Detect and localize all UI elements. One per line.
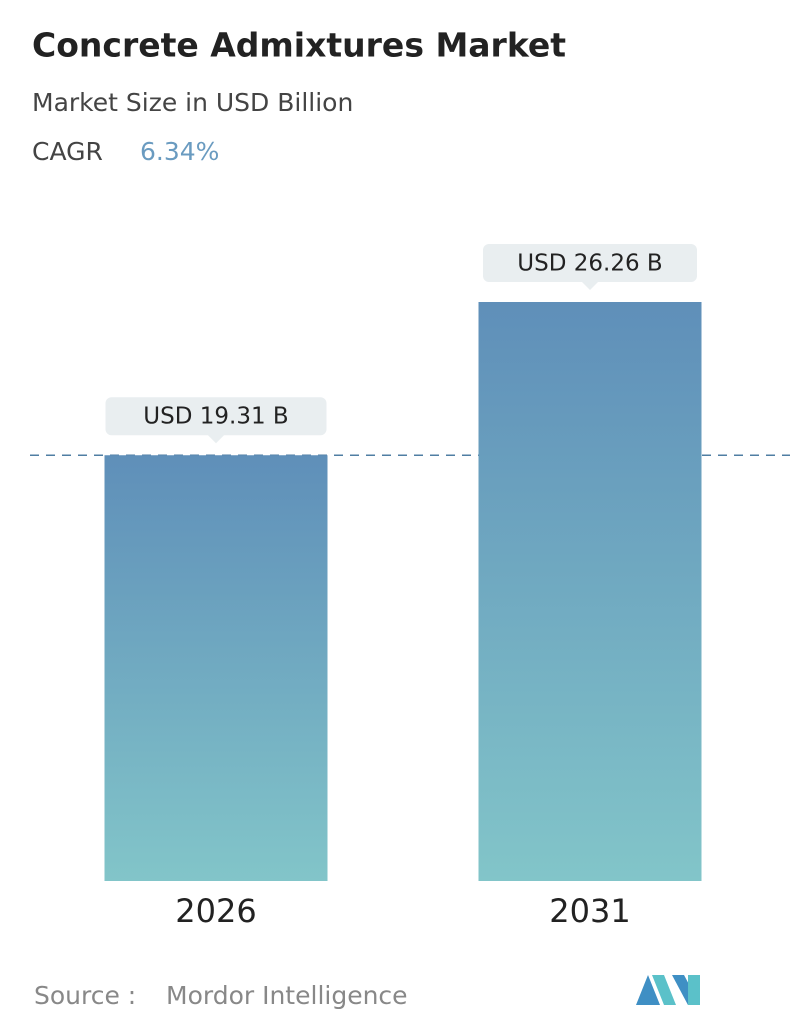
chart-title: Concrete Admixtures Market — [32, 26, 566, 65]
chart-subtitle: Market Size in USD Billion — [32, 88, 353, 117]
bar — [478, 302, 702, 881]
cagr-label: CAGR — [32, 137, 103, 166]
source: Mordor Intelligence — [166, 981, 408, 1010]
bar — [104, 455, 328, 881]
value-label: USD 19.31 B — [143, 404, 288, 430]
source-label: Source : — [34, 981, 136, 1010]
x-tick-label: 2026 — [175, 892, 256, 930]
cagr-value: 6.34% — [140, 137, 219, 166]
value-label: USD 26.26 B — [517, 251, 662, 277]
x-tick-label: 2031 — [549, 892, 630, 930]
value-label-box — [105, 397, 327, 444]
logo — [636, 975, 700, 1005]
value-label-box — [483, 244, 697, 290]
